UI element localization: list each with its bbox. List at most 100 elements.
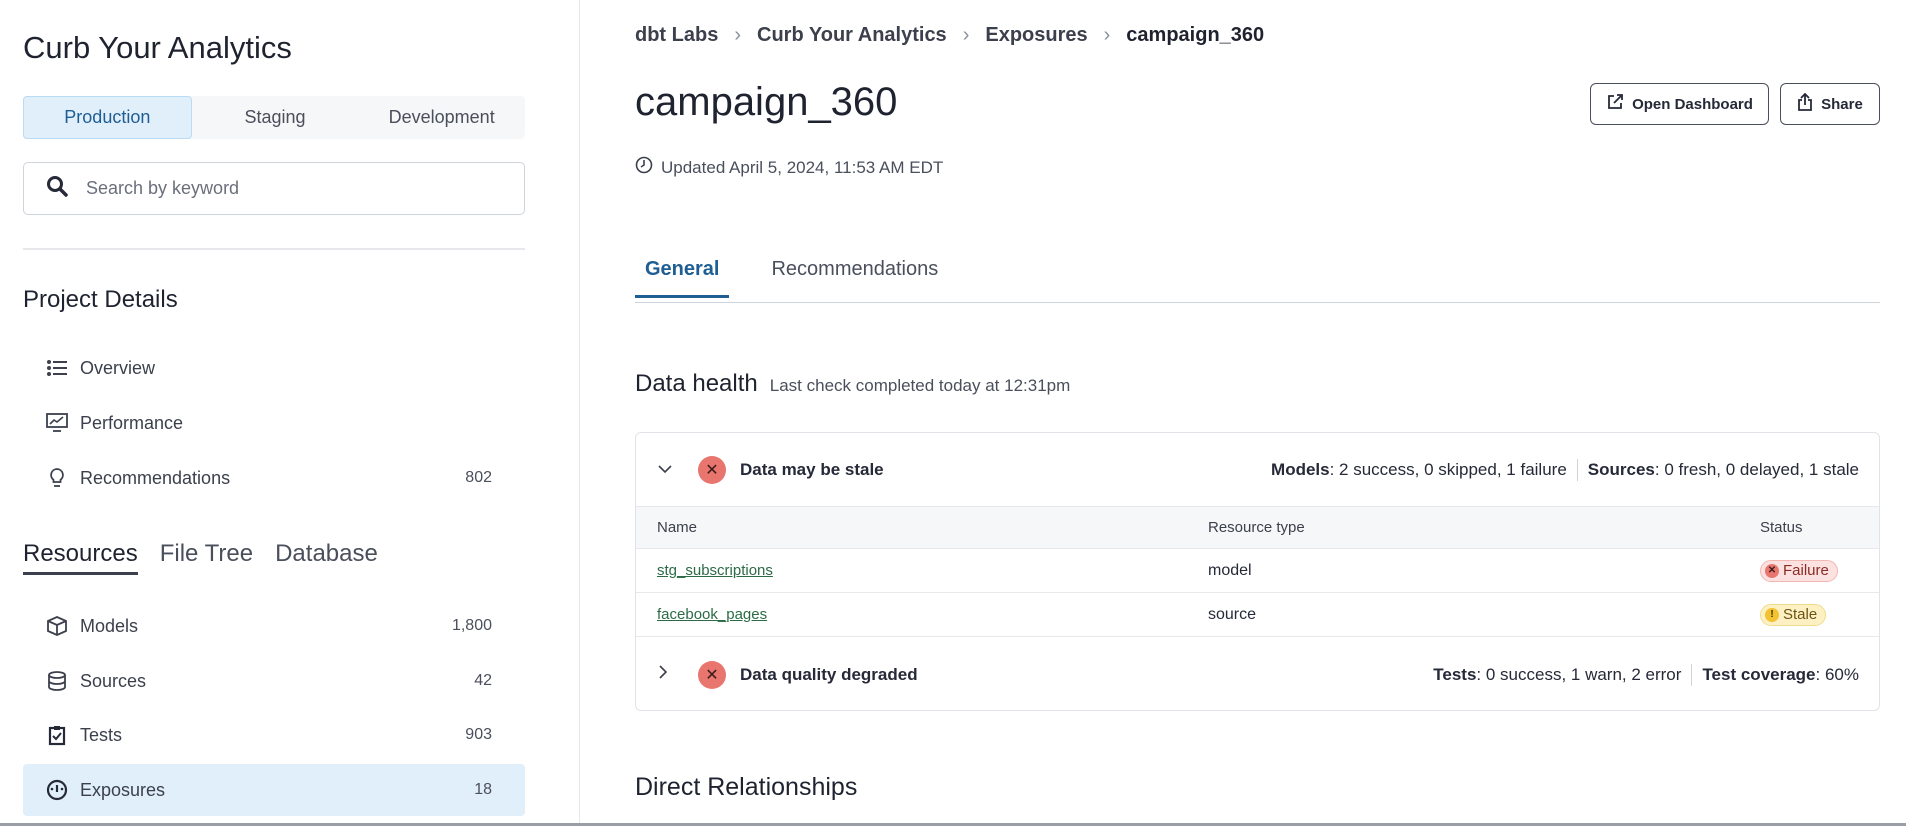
search-box[interactable] [23,162,525,215]
warning-icon: ! [1765,607,1779,622]
env-production[interactable]: Production [23,96,192,139]
breadcrumb-item[interactable]: Curb Your Analytics [757,24,947,46]
nav-exposures[interactable]: Exposures 18 [23,764,525,816]
quality-summary: Tests: 0 success, 1 warn, 2 error Test c… [1433,663,1859,686]
stale-title: Data may be stale [740,459,884,479]
status-badge: ✕ Failure [1760,559,1838,582]
updated-timestamp: Updated April 5, 2024, 11:53 AM EDT [635,156,943,179]
resource-type: model [1208,561,1252,579]
database-icon [44,668,70,694]
tab-file-tree[interactable]: File Tree [159,540,254,567]
nav-tests[interactable]: Tests 903 [23,709,525,761]
monitor-chart-icon [44,410,70,436]
resource-tabs: Resources File Tree Database [23,540,378,575]
data-health-card: ✕ Data may be stale Models: 2 success, 0… [635,432,1880,711]
tests-value: : 0 success, 1 warn, 2 error [1476,664,1682,684]
cube-icon [44,613,70,639]
status-text: Failure [1783,562,1829,579]
search-icon [46,175,68,202]
data-health-header: Data health Last check completed today a… [635,370,1070,398]
col-status: Status [1760,519,1803,536]
resource-link[interactable]: facebook_pages [657,606,768,623]
data-health-title: Data health [635,370,758,397]
divider [23,248,525,250]
nav-count: 18 [474,781,492,798]
tests-label: Tests [1433,664,1477,684]
nav-count: 802 [465,469,492,486]
col-resource-type: Resource type [1208,519,1305,536]
share-label: Share [1821,95,1863,113]
nav-count: 903 [465,726,492,743]
table-row: stg_subscriptions model ✕ Failure [636,549,1879,593]
search-input[interactable] [86,178,486,199]
window-bottom-edge [0,823,1906,826]
separator [1576,458,1578,481]
nav-label: Overview [80,357,156,378]
models-label: Models [1271,459,1330,479]
sources-value: : 0 fresh, 0 delayed, 1 stale [1654,459,1859,479]
chevron-right-icon: › [734,24,742,46]
share-button[interactable]: Share [1780,83,1880,125]
models-value: : 2 success, 0 skipped, 1 failure [1329,459,1567,479]
breadcrumb: dbt Labs › Curb Your Analytics › Exposur… [635,24,1264,47]
page-title: campaign_360 [635,80,898,124]
nav-overview[interactable]: Overview [23,342,525,394]
nav-label: Sources [80,670,147,691]
tab-resources[interactable]: Resources [23,540,138,575]
direct-relationships-heading: Direct Relationships [635,773,858,801]
page-tabs: General Recommendations [635,258,948,298]
resource-type: source [1208,605,1257,623]
breadcrumb-item[interactable]: Exposures [985,24,1088,46]
breadcrumb-item[interactable]: dbt Labs [635,24,719,46]
status-badge: ! Stale [1760,603,1827,626]
nav-sources[interactable]: Sources 42 [23,655,525,707]
updated-text: Updated April 5, 2024, 11:53 AM EDT [661,157,944,177]
nav-models[interactable]: Models 1,800 [23,600,525,652]
nav-count: 42 [474,672,492,689]
external-link-icon [1606,93,1624,115]
error-icon: ✕ [698,660,726,689]
environment-switcher: Production Staging Development [23,96,525,139]
chevron-right-icon[interactable] [658,665,682,684]
tab-divider [635,302,1880,303]
separator [1691,663,1693,686]
clock-icon [635,156,653,179]
env-staging[interactable]: Staging [244,107,306,127]
breadcrumb-current: campaign_360 [1126,24,1265,46]
tab-database[interactable]: Database [275,540,378,567]
stale-summary: Models: 2 success, 0 skipped, 1 failure … [1271,458,1859,481]
nav-performance[interactable]: Performance [23,397,525,449]
chevron-down-icon[interactable] [658,461,682,479]
chevron-right-icon: › [1103,24,1111,46]
error-icon: ✕ [1765,563,1779,578]
nav-count: 1,800 [451,617,492,634]
quality-title: Data quality degraded [740,664,918,684]
stale-section-header[interactable]: ✕ Data may be stale Models: 2 success, 0… [636,433,1879,507]
sidebar: Curb Your Analytics Production Staging D… [0,0,580,826]
col-name: Name [657,519,698,536]
data-health-subtitle: Last check completed today at 12:31pm [769,376,1071,395]
env-development[interactable]: Development [388,107,495,127]
nav-recommendations[interactable]: Recommendations 802 [23,452,525,504]
project-title: Curb Your Analytics [23,30,292,65]
error-icon: ✕ [698,455,726,484]
coverage-value: : 60% [1815,664,1859,684]
project-details-heading: Project Details [23,286,178,313]
sources-label: Sources [1587,459,1655,479]
share-icon [1797,92,1813,115]
chevron-right-icon: › [962,24,970,46]
quality-section-header[interactable]: ✕ Data quality degraded Tests: 0 success… [636,637,1879,710]
nav-label: Recommendations [80,467,231,488]
tab-recommendations[interactable]: Recommendations [771,258,939,280]
nav-label: Tests [80,724,123,745]
coverage-label: Test coverage [1702,664,1816,684]
gauge-icon [44,777,70,803]
open-dashboard-label: Open Dashboard [1632,95,1753,113]
nav-label: Exposures [80,779,166,800]
tab-general[interactable]: General [635,258,730,298]
resource-link[interactable]: stg_subscriptions [657,562,773,579]
nav-label: Models [80,615,139,636]
lightbulb-icon [44,465,70,491]
open-dashboard-button[interactable]: Open Dashboard [1590,83,1769,125]
nav-label: Performance [80,412,184,433]
